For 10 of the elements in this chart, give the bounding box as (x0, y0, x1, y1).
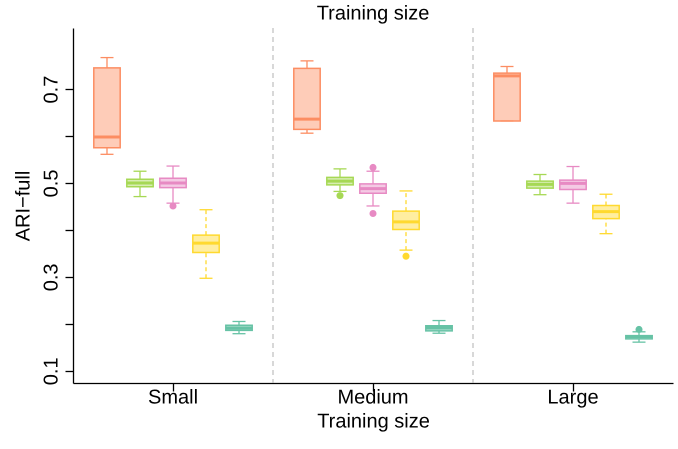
chart-title: Training size (316, 2, 430, 24)
x-tick-label: Large (547, 386, 599, 408)
x-axis-title: Training size (317, 410, 430, 432)
y-tick-label: 0.3 (40, 263, 62, 292)
y-tick-label: 0.1 (40, 357, 62, 386)
y-tick-label: 0.7 (40, 76, 62, 104)
x-tick-label: Small (148, 386, 198, 408)
y-tick-label: 0.5 (40, 170, 62, 198)
x-tick-label: Medium (337, 386, 409, 408)
y-axis-title: ARI−full (12, 170, 34, 242)
